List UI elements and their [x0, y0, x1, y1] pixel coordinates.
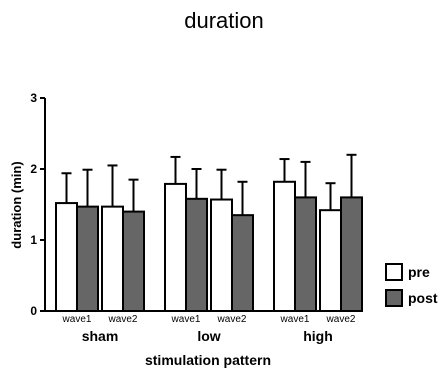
- bar-post-high-wave1: [295, 197, 316, 311]
- bar-post-low-wave2: [232, 215, 253, 311]
- y-axis-label: duration (min): [9, 161, 24, 248]
- bar-pre-sham-wave2: [102, 207, 123, 311]
- legend: pre post: [386, 264, 438, 306]
- y-tick-label: 2: [30, 162, 37, 176]
- bar-pre-low-wave2: [211, 200, 232, 311]
- x-axis-label: stimulation pattern: [145, 352, 271, 368]
- y-axis: 0 1 2 3: [30, 91, 45, 318]
- x-category-label: sham: [82, 328, 119, 344]
- chart-title: duration: [184, 8, 264, 33]
- legend-label-pre: pre: [408, 264, 430, 280]
- x-category-label: high: [303, 328, 333, 344]
- y-tick-label: 3: [30, 91, 37, 105]
- x-subcategory-label: wave2: [108, 314, 138, 325]
- y-tick-label: 1: [30, 233, 37, 247]
- bar-post-low-wave1: [186, 199, 207, 311]
- legend-swatch-post: [386, 290, 402, 306]
- x-axis: wave1 wave2 sham wave1 wave2 low wave1 wave2 hig…: [45, 311, 362, 344]
- x-category-label: low: [197, 328, 220, 344]
- x-subcategory-label: wave1: [171, 314, 201, 325]
- x-subcategory-label: wave2: [326, 314, 356, 325]
- y-tick-label: 0: [30, 304, 37, 318]
- bar-pre-low-wave1: [165, 184, 186, 311]
- bar-pre-sham-wave1: [56, 203, 77, 311]
- legend-swatch-pre: [386, 264, 402, 280]
- bar-post-sham-wave2: [123, 212, 144, 311]
- legend-label-post: post: [408, 290, 438, 306]
- bar-post-sham-wave1: [77, 207, 98, 311]
- x-subcategory-label: wave1: [62, 314, 92, 325]
- bars: [56, 155, 362, 311]
- bar-post-high-wave2: [341, 197, 362, 311]
- bar-pre-high-wave2: [320, 210, 341, 311]
- x-subcategory-label: wave1: [280, 314, 310, 325]
- bar-pre-high-wave1: [274, 182, 295, 311]
- x-subcategory-label: wave2: [217, 314, 247, 325]
